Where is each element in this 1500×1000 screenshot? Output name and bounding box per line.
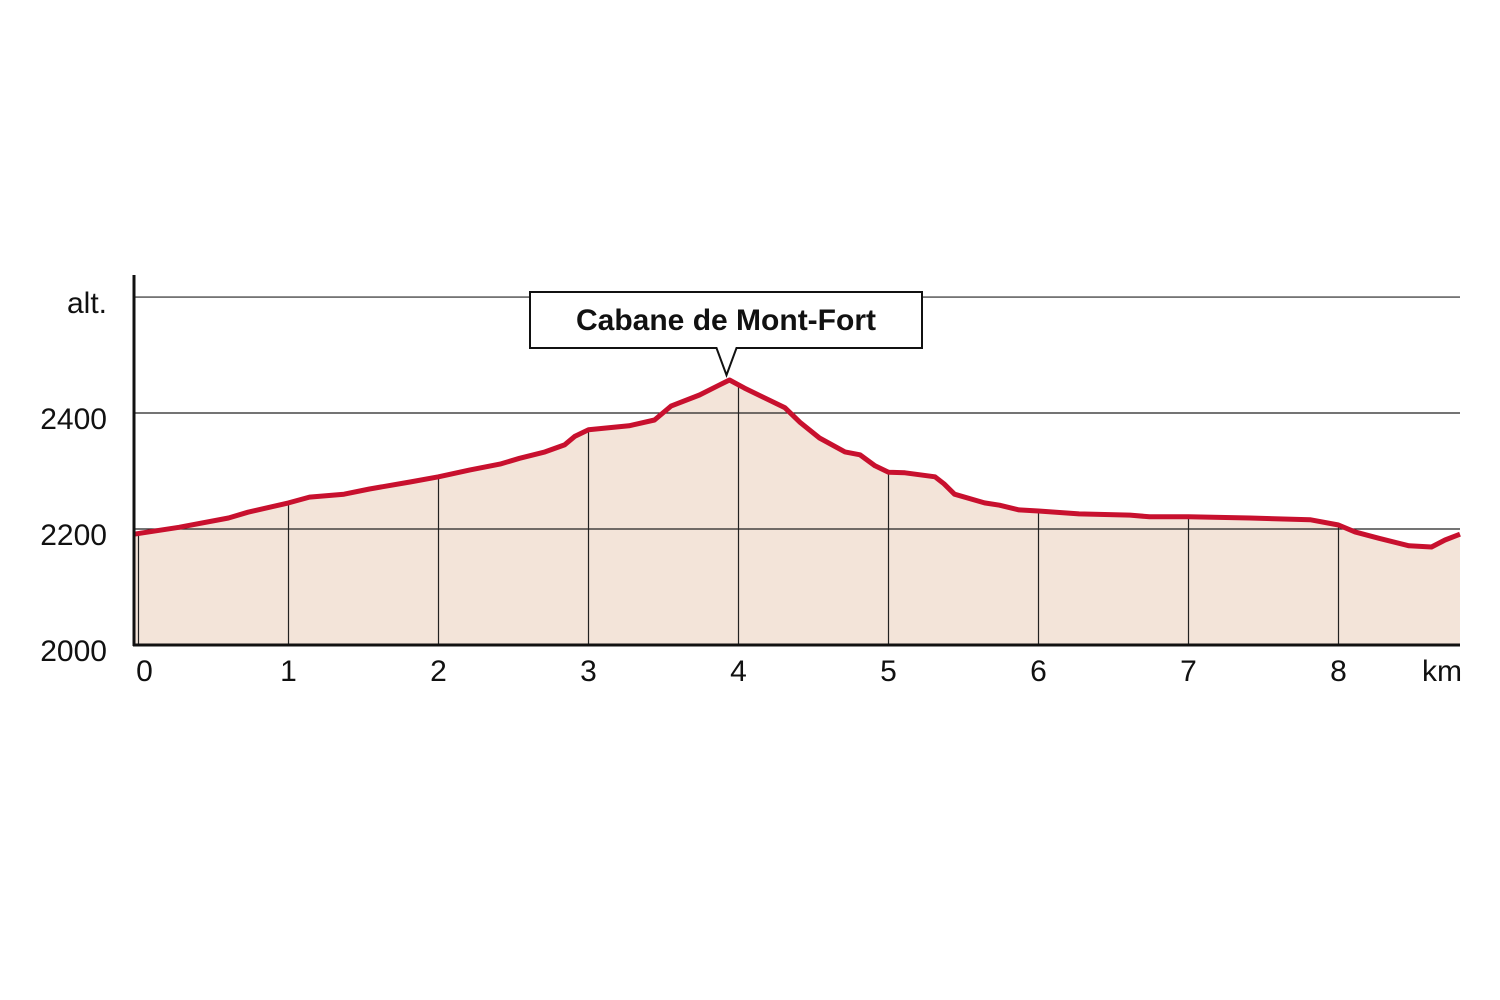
x-tick-label: 0 (136, 655, 153, 688)
x-tick-label: 3 (580, 655, 597, 688)
y-tick-label: alt. (67, 287, 107, 320)
x-tick-label: 1 (280, 655, 297, 688)
y-tick-label: 2400 (40, 403, 107, 436)
annotation-box (529, 291, 923, 379)
x-tick-label: 5 (880, 655, 897, 688)
annotation: Cabane de Mont-Fort (529, 291, 923, 379)
y-tick-label: 2200 (40, 519, 107, 552)
elevation-line (133, 377, 1461, 550)
x-axis-label: km (1422, 655, 1462, 688)
x-tick-label: 2 (430, 655, 447, 688)
x-tick-label: 7 (1180, 655, 1197, 688)
x-tick-label: 4 (730, 655, 747, 688)
annotation-text: Cabane de Mont-Fort (576, 304, 876, 337)
x-tick-label: 8 (1330, 655, 1347, 688)
y-tick-label: 2000 (40, 635, 107, 668)
x-tick-label: 6 (1030, 655, 1047, 688)
area-fill (134, 380, 1460, 645)
